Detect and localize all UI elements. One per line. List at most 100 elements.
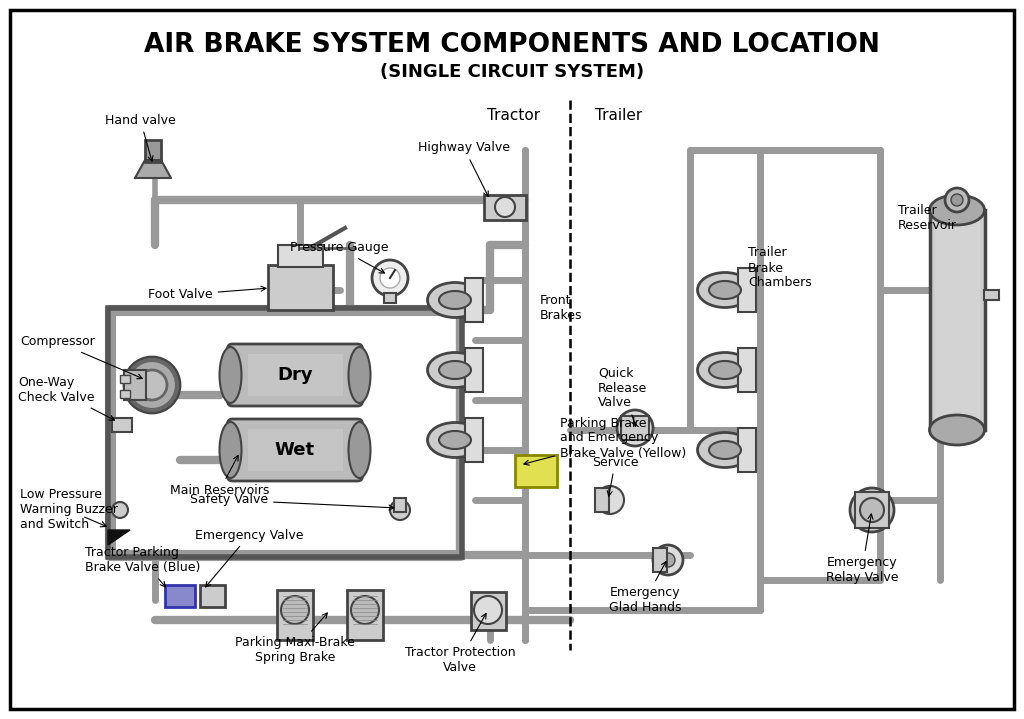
Circle shape	[951, 194, 963, 206]
Circle shape	[124, 357, 180, 413]
Ellipse shape	[427, 283, 482, 318]
Bar	[621, 416, 649, 440]
Bar	[738, 348, 756, 392]
Ellipse shape	[439, 431, 471, 449]
Polygon shape	[135, 160, 171, 178]
Circle shape	[860, 498, 884, 522]
Text: Low Pressure
Warning Buzzer
and Switch: Low Pressure Warning Buzzer and Switch	[20, 488, 118, 531]
Bar	[124, 370, 146, 400]
Text: Pressure Gauge: Pressure Gauge	[290, 242, 388, 273]
Bar	[855, 492, 889, 528]
Circle shape	[112, 502, 128, 518]
Circle shape	[596, 486, 624, 514]
Text: AIR BRAKE SYSTEM COMPONENTS AND LOCATION: AIR BRAKE SYSTEM COMPONENTS AND LOCATION	[144, 32, 880, 58]
Bar	[653, 548, 667, 572]
Ellipse shape	[427, 423, 482, 457]
Circle shape	[351, 596, 379, 624]
Bar	[935, 215, 980, 425]
Ellipse shape	[348, 422, 371, 478]
Ellipse shape	[439, 361, 471, 379]
Bar	[108, 308, 462, 557]
Ellipse shape	[348, 347, 371, 403]
Text: Quick
Release
Valve: Quick Release Valve	[598, 367, 647, 426]
Text: Dry: Dry	[278, 366, 312, 384]
Ellipse shape	[930, 195, 984, 225]
Text: Hand valve: Hand valve	[105, 114, 176, 161]
Bar	[465, 418, 483, 462]
Bar	[278, 245, 323, 267]
Bar	[120, 375, 130, 383]
Text: Foot Valve: Foot Valve	[148, 286, 266, 301]
Ellipse shape	[709, 441, 741, 459]
Text: Emergency
Relay Valve: Emergency Relay Valve	[825, 514, 898, 584]
Bar	[471, 592, 506, 630]
Text: Trailer: Trailer	[595, 108, 642, 122]
Text: Tractor: Tractor	[486, 108, 540, 122]
Bar	[394, 498, 406, 512]
Ellipse shape	[439, 291, 471, 309]
Bar	[248, 429, 342, 471]
Bar	[465, 348, 483, 392]
Bar	[268, 265, 333, 310]
Bar	[248, 354, 342, 396]
Circle shape	[653, 545, 683, 575]
Text: Highway Valve: Highway Valve	[418, 142, 510, 196]
Ellipse shape	[697, 352, 753, 388]
Text: (SINGLE CIRCUIT SYSTEM): (SINGLE CIRCUIT SYSTEM)	[380, 63, 644, 81]
Circle shape	[662, 553, 675, 567]
Circle shape	[390, 500, 410, 520]
Text: Service: Service	[592, 456, 639, 496]
Ellipse shape	[697, 273, 753, 308]
Bar	[165, 585, 195, 607]
FancyBboxPatch shape	[227, 419, 362, 481]
Ellipse shape	[697, 433, 753, 467]
Bar	[347, 590, 383, 640]
Circle shape	[281, 596, 309, 624]
Bar	[112, 418, 132, 432]
Bar	[120, 390, 130, 398]
Text: Emergency
Glad Hands: Emergency Glad Hands	[608, 562, 681, 614]
Circle shape	[372, 260, 408, 296]
FancyBboxPatch shape	[227, 344, 362, 406]
Ellipse shape	[709, 281, 741, 299]
Bar	[484, 195, 526, 220]
Text: Emergency Valve: Emergency Valve	[195, 528, 303, 587]
Bar	[465, 278, 483, 322]
Bar	[595, 488, 609, 512]
Ellipse shape	[219, 347, 242, 403]
Bar	[384, 293, 396, 303]
Text: Safety Valve: Safety Valve	[190, 493, 394, 510]
Bar	[738, 268, 756, 312]
Circle shape	[138, 371, 166, 399]
Ellipse shape	[930, 415, 984, 445]
Bar	[145, 140, 161, 162]
Bar	[278, 590, 313, 640]
Polygon shape	[108, 530, 130, 545]
Circle shape	[380, 268, 400, 288]
Ellipse shape	[219, 422, 242, 478]
Text: Wet: Wet	[274, 441, 315, 459]
Circle shape	[617, 410, 653, 446]
Bar	[984, 290, 999, 300]
Circle shape	[474, 596, 502, 624]
Text: One-Way
Check Valve: One-Way Check Valve	[18, 376, 115, 420]
Text: Front
Brakes: Front Brakes	[540, 294, 583, 322]
Bar	[930, 210, 985, 430]
Bar	[200, 585, 225, 607]
Circle shape	[850, 488, 894, 532]
Ellipse shape	[137, 370, 167, 400]
Text: Trailer
Reservoir: Trailer Reservoir	[898, 204, 957, 232]
Bar	[738, 428, 756, 472]
Ellipse shape	[427, 352, 482, 388]
Text: Parking Brake
and Emergency
Brake Valve (Yellow): Parking Brake and Emergency Brake Valve …	[524, 416, 686, 465]
Bar	[515, 455, 557, 487]
Text: Parking Maxi-Brake
Spring Brake: Parking Maxi-Brake Spring Brake	[236, 613, 355, 664]
Text: Trailer
Brake
Chambers: Trailer Brake Chambers	[748, 247, 812, 290]
Text: Tractor Parking
Brake Valve (Blue): Tractor Parking Brake Valve (Blue)	[85, 546, 201, 587]
Text: Compressor: Compressor	[20, 336, 142, 379]
Text: Tractor Protection
Valve: Tractor Protection Valve	[404, 613, 515, 674]
Circle shape	[495, 197, 515, 217]
Ellipse shape	[709, 361, 741, 379]
Circle shape	[945, 188, 969, 212]
Text: Main Reservoirs: Main Reservoirs	[170, 456, 269, 497]
